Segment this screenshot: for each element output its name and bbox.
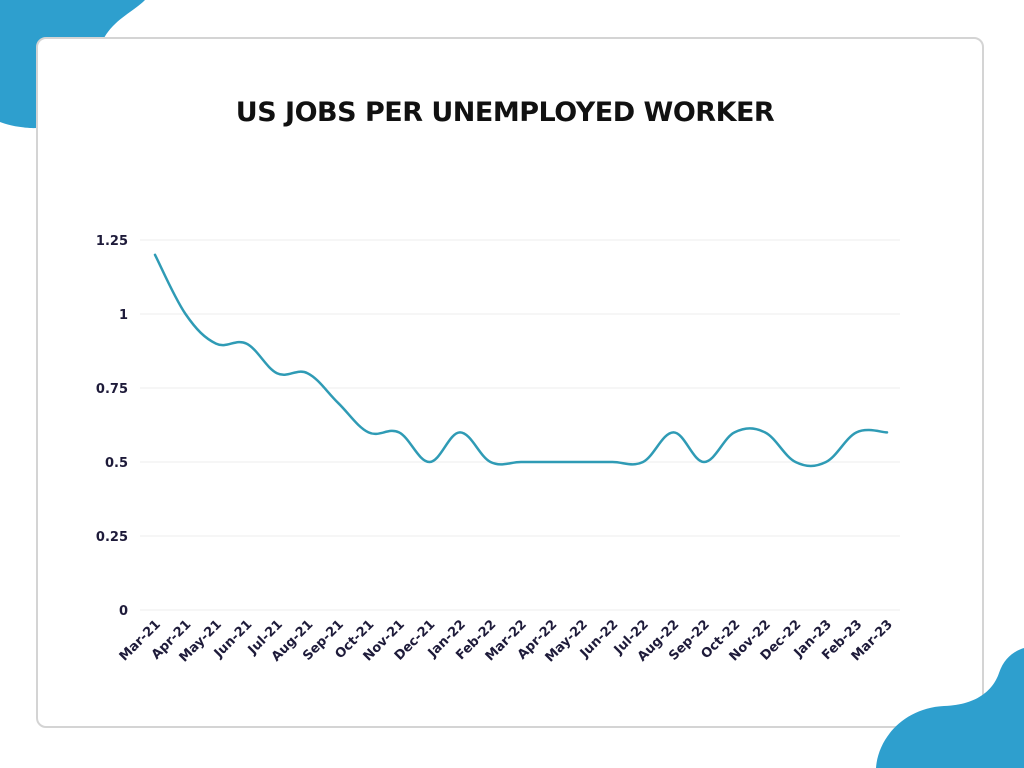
series-line <box>153 253 889 468</box>
chart-title: US JOBS PER UNEMPLOYED WORKER <box>235 97 775 128</box>
y-tick-label: 1.25 <box>96 234 128 249</box>
y-tick-label: 0.25 <box>96 530 128 545</box>
x-axis-ticks: Mar-21Apr-21May-21Jun-21Jul-21Aug-21Sep-… <box>117 617 896 665</box>
y-tick-label: 1 <box>119 308 128 323</box>
gridlines <box>140 239 900 611</box>
decorative-blob-bottom-right <box>876 648 1024 768</box>
y-tick-label: 0.75 <box>96 382 128 397</box>
chart-card <box>36 37 984 728</box>
y-axis-ticks: 0 0.25 0.5 0.75 1 1.25 <box>96 234 128 619</box>
y-tick-label: 0 <box>119 604 128 619</box>
series <box>153 253 889 468</box>
y-tick-label: 0.5 <box>105 456 128 471</box>
